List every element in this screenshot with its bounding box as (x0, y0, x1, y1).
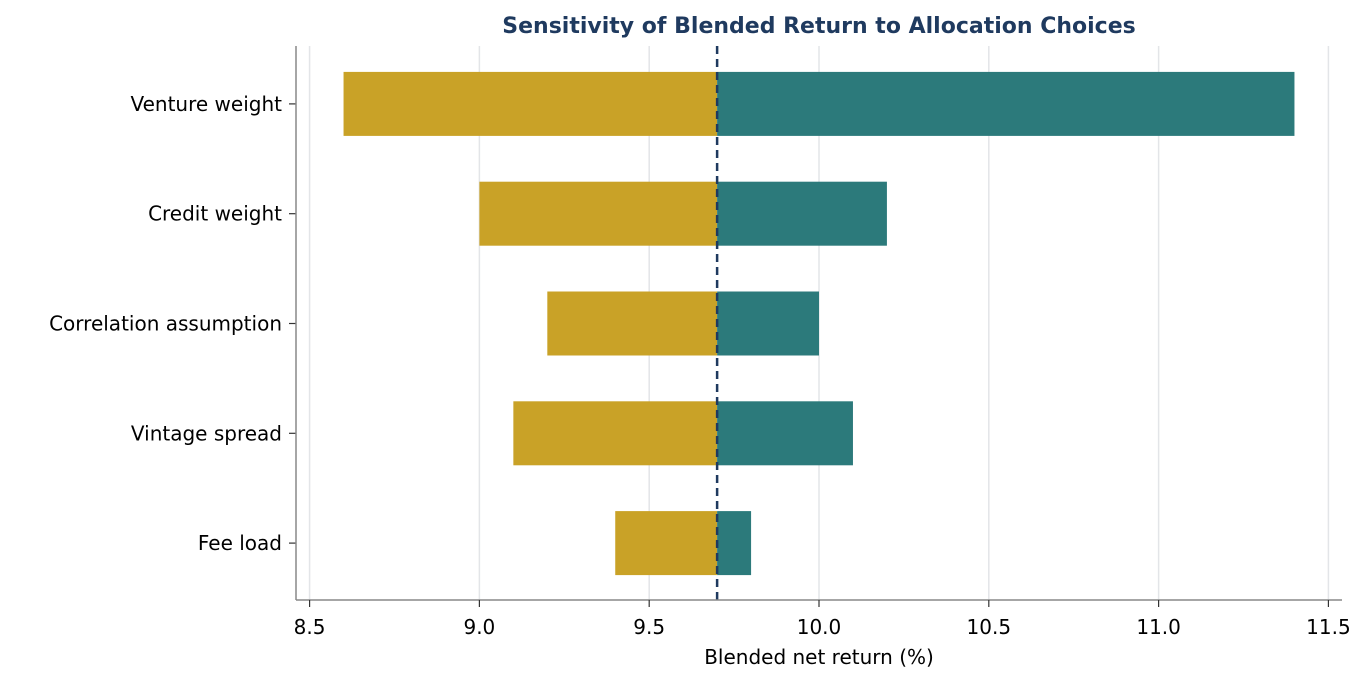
bar-high (717, 401, 853, 466)
x-tick-label: 11.0 (1136, 615, 1181, 639)
bar-low (479, 181, 718, 246)
x-tick-label: 9.5 (633, 615, 665, 639)
x-tick-label: 11.5 (1306, 615, 1351, 639)
x-tick-label: 9.0 (463, 615, 495, 639)
y-tick-label: Credit weight (148, 202, 282, 226)
y-tick-label: Correlation assumption (49, 312, 282, 336)
x-tick-label: 10.0 (797, 615, 842, 639)
axis-layer: Venture weight Credit weight Correlation a… (49, 46, 1351, 639)
bar-high (717, 511, 752, 576)
x-axis-label: Blended net return (%) (704, 645, 934, 669)
x-tick-label: 8.5 (294, 615, 326, 639)
chart-title: Sensitivity of Blended Return to Allocat… (502, 14, 1135, 39)
y-tick-label: Venture weight (130, 92, 282, 116)
x-tick-label: 10.5 (967, 615, 1012, 639)
bar-low (343, 71, 718, 136)
bar-low (615, 511, 718, 576)
y-tick-label: Vintage spread (131, 421, 282, 445)
bar-high (717, 71, 1295, 136)
bar-high (717, 181, 887, 246)
bar-high (717, 291, 819, 356)
y-tick-label: Fee load (198, 531, 282, 555)
bar-low (513, 401, 718, 466)
bar-layer (343, 71, 1295, 576)
bar-low (547, 291, 718, 356)
